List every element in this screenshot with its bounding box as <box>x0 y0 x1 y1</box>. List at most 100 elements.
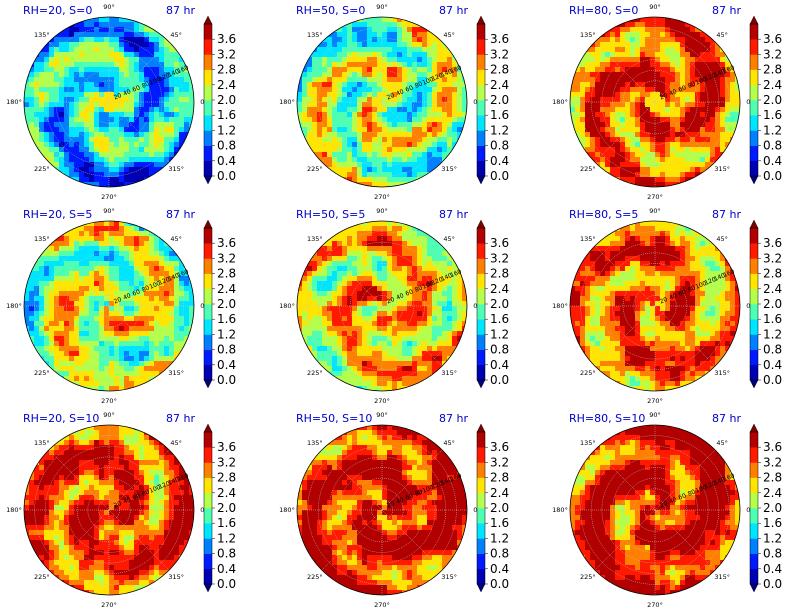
colorbar-segment <box>477 538 485 554</box>
angle-label: 270° <box>647 193 663 201</box>
colorbar-segment <box>204 24 212 40</box>
colorbar-segment <box>477 145 485 162</box>
colorbar-segment <box>204 115 212 131</box>
colorbar-tick-label: 3.6 <box>490 236 509 250</box>
radial-tick-label: 120 <box>158 72 171 83</box>
colorbar-segment <box>204 568 212 585</box>
angle-label: 315° <box>441 573 457 581</box>
colorbar-segment <box>204 508 212 524</box>
radial-tick-label: 80 <box>414 488 424 497</box>
colorbar-tick-label: 2.0 <box>490 93 509 107</box>
angle-label: 45° <box>443 31 455 39</box>
colorbar-tick-label: 0.4 <box>217 154 236 168</box>
colorbar-tick-label: 2.4 <box>763 282 782 296</box>
colorbar-segment <box>477 462 485 478</box>
colorbar-tick-label: 1.2 <box>763 531 782 545</box>
angle-label: 270° <box>101 601 117 609</box>
radial-tick-label: 60 <box>678 84 688 93</box>
radial-tick-label: 100 <box>421 484 434 495</box>
radial-tick-label: 40 <box>122 88 132 97</box>
colorbar-tick-label: 3.6 <box>763 440 782 454</box>
colorbar-segment <box>750 447 758 463</box>
radial-tick-label: 80 <box>141 80 151 89</box>
colorbar-segment <box>477 477 485 494</box>
colorbar-segment <box>477 273 485 290</box>
angle-label: 225° <box>307 369 323 377</box>
radial-tick-label: 120 <box>704 72 717 83</box>
panel-title: RH=50, S=10 <box>296 412 372 425</box>
colorbar-tick-label: 1.6 <box>490 516 509 530</box>
radial-tick-label: 60 <box>132 288 142 297</box>
angle-label: 135° <box>34 31 50 39</box>
colorbar-tick-label: 3.6 <box>763 32 782 46</box>
colorbar-segment <box>750 288 758 305</box>
colorbar-tick-label: 2.8 <box>490 267 509 281</box>
colorbar-tick-label: 2.4 <box>763 78 782 92</box>
colorbar-extend-min <box>476 583 486 593</box>
colorbar-tick-label: 0.4 <box>217 562 236 576</box>
radial-tick-label: 140 <box>713 272 726 283</box>
radial-tick-label: 140 <box>440 68 453 79</box>
panel: 204060801001201401600°45°90°135°180°225°… <box>6 207 236 405</box>
colorbar-tick-label: 2.4 <box>217 282 236 296</box>
angle-label: 180° <box>552 98 568 106</box>
colorbar: 0.00.40.8 1.21.62.02.42.8 3.23.6 <box>476 15 509 185</box>
radial-tick-label: 40 <box>668 496 678 505</box>
colorbar-tick-label: 1.6 <box>763 108 782 122</box>
polar-frame <box>569 16 741 188</box>
polar-frame <box>296 220 468 392</box>
radial-tick-label: 140 <box>440 476 453 487</box>
colorbar-segment <box>750 130 758 146</box>
radial-tick-label: 60 <box>678 492 688 501</box>
panel-title: RH=20, S=5 <box>23 208 92 221</box>
angle-label: 135° <box>307 31 323 39</box>
colorbar: 0.00.40.8 1.21.62.02.42.8 3.23.6 <box>203 219 236 389</box>
colorbar-segment <box>750 319 758 335</box>
radial-tick-label: 120 <box>158 480 171 491</box>
colorbar-segment <box>750 54 758 70</box>
angle-label: 180° <box>279 302 295 310</box>
colorbar-tick-label: 1.2 <box>490 327 509 341</box>
polar-frame <box>296 16 468 188</box>
colorbar-segment <box>477 288 485 305</box>
angle-label: 225° <box>580 369 596 377</box>
angle-label: 315° <box>168 165 184 173</box>
colorbar-segment <box>477 228 485 244</box>
colorbar-segment <box>750 523 758 539</box>
radial-tick-label: 60 <box>132 492 142 501</box>
radial-tick-label: 140 <box>167 476 180 487</box>
angle-label: 225° <box>34 573 50 581</box>
colorbar-tick-label: 1.2 <box>217 327 236 341</box>
colorbar-segment <box>204 319 212 335</box>
angle-label: 225° <box>34 165 50 173</box>
colorbar-segment <box>204 334 212 350</box>
colorbar: 0.00.40.8 1.21.62.02.42.8 3.23.6 <box>749 423 782 593</box>
angle-label: 225° <box>580 165 596 173</box>
colorbar-extend-min <box>203 175 213 185</box>
radial-tick-label: 60 <box>678 288 688 297</box>
radial-tick-label: 120 <box>704 276 717 287</box>
colorbar-segment <box>204 273 212 290</box>
radial-tick-label: 20 <box>386 500 396 509</box>
colorbar-segment <box>477 523 485 539</box>
angle-label: 45° <box>716 439 728 447</box>
angle-label: 315° <box>714 369 730 377</box>
colorbar-segment <box>750 24 758 40</box>
colorbar-tick-label: 0.8 <box>763 343 782 357</box>
colorbar-tick-label: 2.0 <box>217 297 236 311</box>
colorbar-segment <box>204 84 212 101</box>
colorbar-tick-label: 0.4 <box>490 154 509 168</box>
angle-label: 90° <box>103 3 115 11</box>
colorbar-extend-max <box>476 219 486 229</box>
colorbar-tick-label: 0.8 <box>217 343 236 357</box>
colorbar-tick-label: 0.0 <box>763 577 782 591</box>
angle-label: 45° <box>170 235 182 243</box>
radial-tick-label: 120 <box>158 276 171 287</box>
colorbar-extend-max <box>749 423 759 433</box>
panel-time: 87 hr <box>712 208 741 221</box>
